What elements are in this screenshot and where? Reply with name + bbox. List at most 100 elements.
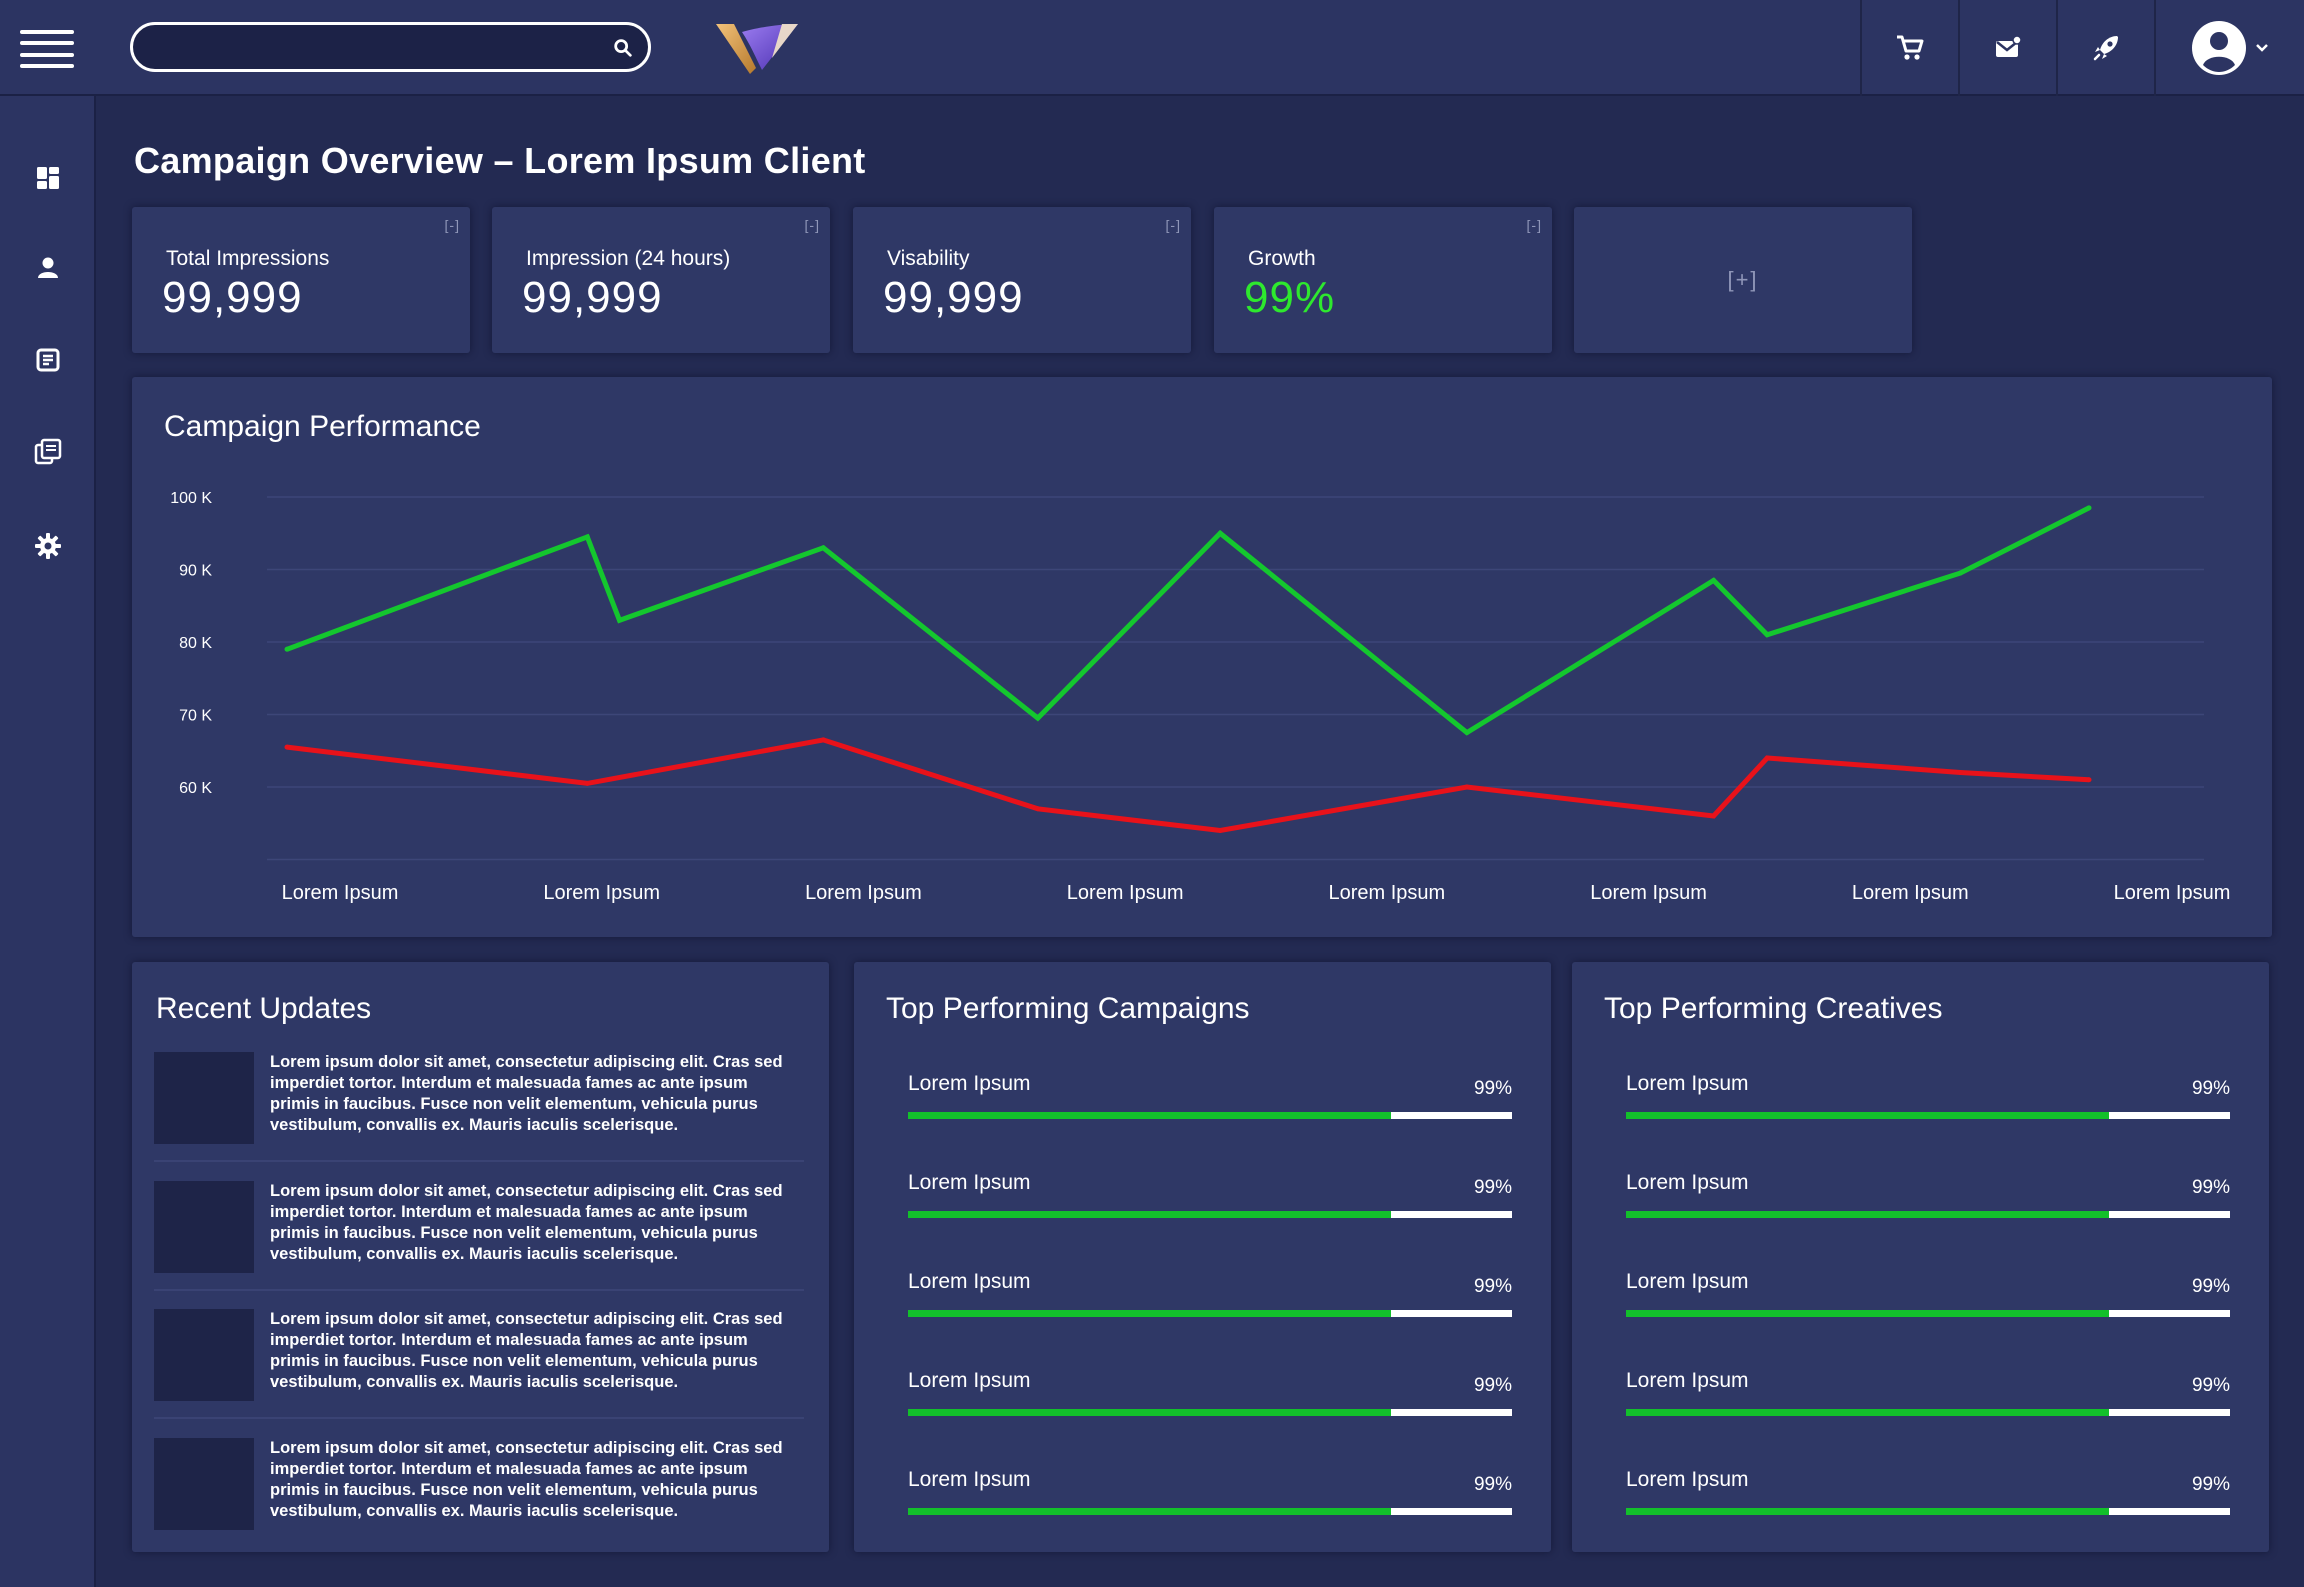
v-logo-icon[interactable] xyxy=(712,18,802,76)
y-tick-label: 70 K xyxy=(179,708,212,725)
rocket-icon xyxy=(2093,36,2118,61)
progress-track xyxy=(908,1508,1512,1515)
sidebar-item-users[interactable] xyxy=(28,248,68,288)
kpi-value: 99% xyxy=(1244,273,1336,322)
progress-track xyxy=(908,1112,1512,1119)
rocket-button[interactable] xyxy=(2056,0,2154,96)
search-icon[interactable] xyxy=(612,37,634,59)
ranking-row[interactable]: Lorem Ipsum 99% xyxy=(1626,1369,2230,1417)
chevron-down-icon xyxy=(2256,44,2268,52)
panel-title: Top Performing Creatives xyxy=(1604,992,1943,1025)
ranking-percent: 99% xyxy=(2191,1078,2230,1099)
ranking-row[interactable]: Lorem Ipsum 99% xyxy=(908,1270,1512,1318)
data-point xyxy=(284,646,290,652)
kpi-value: 99,999 xyxy=(162,273,303,322)
data-point xyxy=(584,780,590,786)
list-item[interactable]: Lorem ipsum dolor sit amet, consectetur … xyxy=(154,1309,804,1419)
list-item[interactable]: Lorem ipsum dolor sit amet, consectetur … xyxy=(154,1052,804,1162)
ranking-row[interactable]: Lorem Ipsum 99% xyxy=(908,1072,1512,1120)
ranking-percent: 99% xyxy=(1473,1474,1512,1495)
ranking-percent: 99% xyxy=(2191,1375,2230,1396)
data-point xyxy=(1035,715,1041,721)
search-input[interactable] xyxy=(153,33,593,61)
kpi-card-growth: [-] Growth 99% xyxy=(1214,207,1552,353)
ranking-name: Lorem Ipsum xyxy=(908,1072,1031,1095)
add-kpi-card[interactable]: [+] xyxy=(1574,207,1912,353)
data-point xyxy=(1217,828,1223,833)
ranking-name: Lorem Ipsum xyxy=(908,1171,1031,1194)
x-tick-label: Lorem Ipsum xyxy=(1590,882,1707,904)
series-line-1 xyxy=(286,737,2090,834)
data-point xyxy=(1764,755,1770,761)
search-box[interactable] xyxy=(130,22,651,72)
kpi-value: 99,999 xyxy=(883,273,1024,322)
mail-button[interactable] xyxy=(1958,0,2056,96)
kpi-card-visability: [-] Visability 99,999 xyxy=(853,207,1191,353)
kpi-card-total-impressions: [-] Total Impressions 99,999 xyxy=(132,207,470,353)
ranking-percent: 99% xyxy=(1473,1078,1512,1099)
update-text: Lorem ipsum dolor sit amet, consectetur … xyxy=(270,1310,783,1391)
progress-fill xyxy=(908,1310,1392,1317)
ranking-name: Lorem Ipsum xyxy=(908,1369,1031,1392)
ranking-row[interactable]: Lorem Ipsum 99% xyxy=(1626,1468,2230,1516)
x-tick-label: Lorem Ipsum xyxy=(2114,882,2231,904)
x-tick-label: Lorem Ipsum xyxy=(282,882,399,904)
collapse-button[interactable]: [-] xyxy=(804,217,820,233)
data-point xyxy=(1035,806,1041,812)
user-circle-icon xyxy=(2192,21,2246,75)
ranking-percent: 99% xyxy=(2191,1474,2230,1495)
sidebar-item-settings[interactable] xyxy=(28,526,68,566)
ranking-row[interactable]: Lorem Ipsum 99% xyxy=(1626,1270,2230,1318)
progress-track xyxy=(908,1310,1512,1317)
document-icon xyxy=(36,348,60,372)
list-item[interactable]: Lorem ipsum dolor sit amet, consectetur … xyxy=(154,1438,804,1538)
data-point xyxy=(284,744,290,750)
collapse-button[interactable]: [-] xyxy=(1526,217,1542,233)
page-title: Campaign Overview – Lorem Ipsum Client xyxy=(134,140,866,181)
collapse-button[interactable]: [-] xyxy=(1165,217,1181,233)
kpi-label: Growth xyxy=(1248,247,1316,270)
data-point xyxy=(1464,784,1470,790)
campaign-performance-panel: 100 K 90 K 80 K 70 K 60 K Lorem Ipsum Lorem Ip… xyxy=(132,377,2272,937)
update-thumbnail xyxy=(154,1052,254,1144)
list-item[interactable]: Lorem ipsum dolor sit amet, consectetur … xyxy=(154,1181,804,1291)
sidebar-item-reports[interactable] xyxy=(28,340,68,380)
progress-fill xyxy=(1626,1508,2110,1515)
ranking-row[interactable]: Lorem Ipsum 99% xyxy=(908,1171,1512,1219)
sidebar-item-library[interactable] xyxy=(28,432,68,472)
x-tick-label: Lorem Ipsum xyxy=(543,882,660,904)
data-point xyxy=(1957,770,1963,775)
progress-track xyxy=(1626,1211,2230,1218)
recent-updates-panel: Recent Updates Lorem ipsum dolor sit ame… xyxy=(132,962,829,1552)
sidebar-item-dashboard[interactable] xyxy=(28,158,68,198)
ranking-row[interactable]: Lorem Ipsum 99% xyxy=(1626,1072,2230,1120)
progress-track xyxy=(1626,1112,2230,1119)
update-thumbnail xyxy=(154,1181,254,1273)
ranking-row[interactable]: Lorem Ipsum 99% xyxy=(908,1468,1512,1516)
top-campaigns-panel: Top Performing Campaigns Lorem Ipsum 99% L… xyxy=(854,962,1551,1552)
cart-icon xyxy=(1897,35,1924,60)
progress-fill xyxy=(1626,1409,2110,1416)
data-point xyxy=(2086,777,2092,783)
x-tick-label: Lorem Ipsum xyxy=(1067,882,1184,904)
panel-title: Top Performing Campaigns xyxy=(886,992,1250,1025)
data-point xyxy=(820,737,826,743)
ranking-row[interactable]: Lorem Ipsum 99% xyxy=(1626,1171,2230,1219)
collapse-button[interactable]: [-] xyxy=(444,217,460,233)
ranking-name: Lorem Ipsum xyxy=(1626,1270,1749,1293)
ranking-row[interactable]: Lorem Ipsum 99% xyxy=(908,1369,1512,1417)
top-bar xyxy=(0,0,2304,96)
gear-icon xyxy=(35,533,61,559)
kpi-card-impression-24h: [-] Impression (24 hours) 99,999 xyxy=(492,207,830,353)
ranking-percent: 99% xyxy=(1473,1375,1512,1396)
progress-fill xyxy=(908,1112,1392,1119)
progress-fill xyxy=(1626,1310,2110,1317)
cart-button[interactable] xyxy=(1860,0,1958,96)
hamburger-menu-icon[interactable] xyxy=(20,30,74,68)
data-point xyxy=(1711,813,1717,819)
add-card-button[interactable]: [+] xyxy=(1727,267,1759,292)
account-menu[interactable] xyxy=(2154,0,2304,96)
y-tick-label: 90 K xyxy=(179,563,212,580)
ranking-percent: 99% xyxy=(2191,1276,2230,1297)
progress-fill xyxy=(908,1211,1392,1218)
